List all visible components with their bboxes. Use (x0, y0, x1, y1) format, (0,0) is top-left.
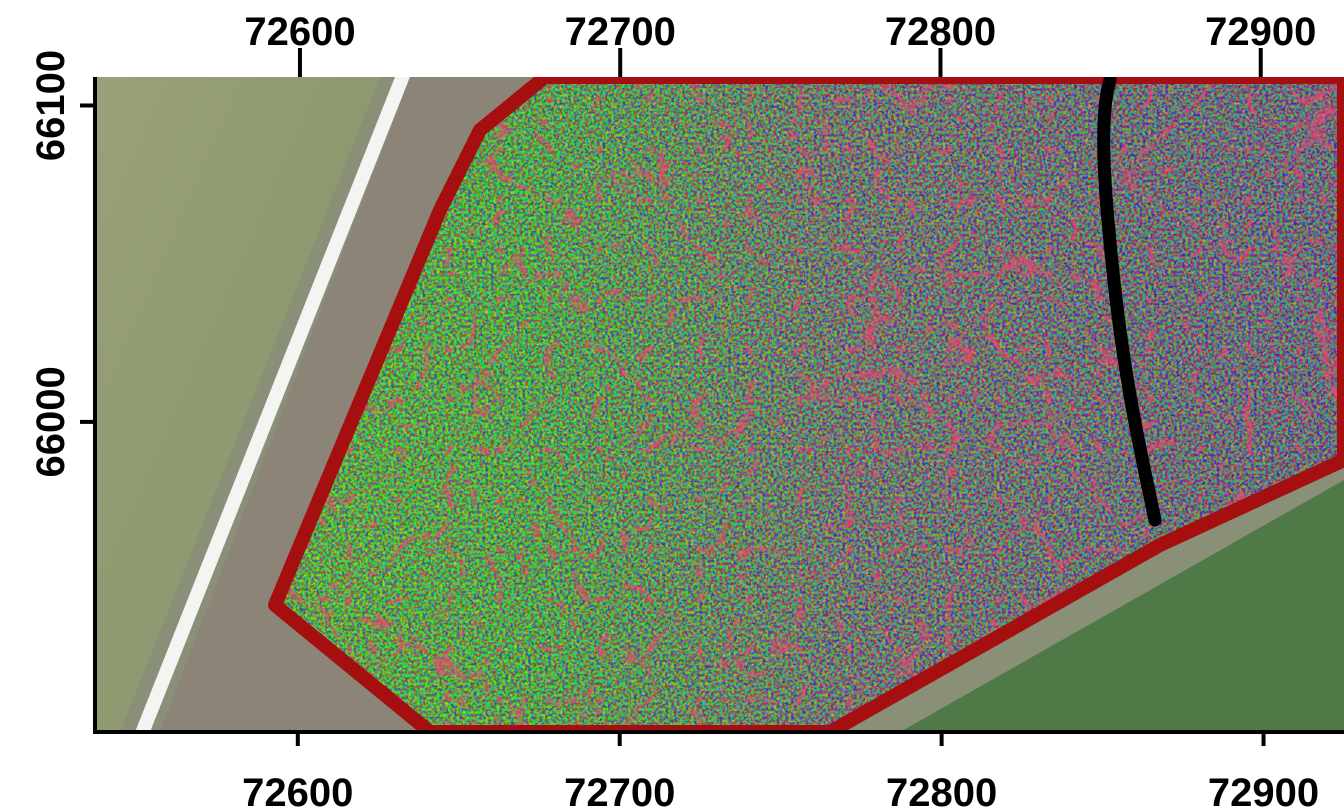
imagery (95, 77, 1344, 732)
bottom-tick-label: 72900 (1208, 771, 1319, 811)
top-tick-label: 72600 (244, 10, 355, 54)
bottom-tick-label: 72800 (886, 771, 997, 811)
bottom-tick-label: 72600 (242, 771, 353, 811)
left-tick-label: 66000 (29, 366, 73, 477)
left-tick-label: 66100 (29, 50, 73, 161)
bottom-tick-label: 72700 (564, 771, 675, 811)
top-tick-label: 72700 (565, 10, 676, 54)
top-tick-label: 72900 (1205, 10, 1316, 54)
top-tick-label: 72800 (885, 10, 996, 54)
map-figure: 72600 72700 72800 72900 72600 72700 72800 72900… (0, 0, 1344, 811)
